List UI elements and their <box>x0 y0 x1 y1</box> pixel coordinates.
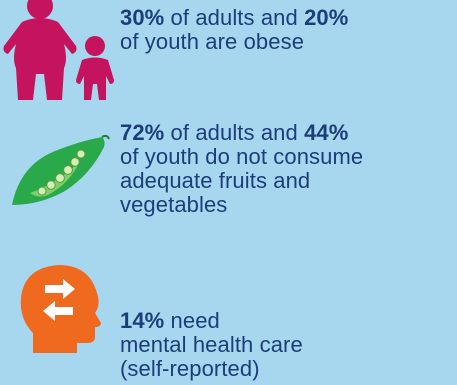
stat-text-fragment: adequate fruits and <box>120 168 311 193</box>
family-icon <box>0 0 115 100</box>
stat-text-fragment: of adults and <box>164 5 305 30</box>
stat-text-fragment: of youth do not consume <box>120 144 364 169</box>
adult-obesity-percent: 30% <box>120 5 165 30</box>
stat-text-fragment: of adults and <box>164 120 305 145</box>
mental-health-stat-text: 14% need mental health care (self-reported… <box>120 309 303 381</box>
youth-obesity-percent: 20% <box>304 5 349 30</box>
head-arrows-icon <box>15 263 105 353</box>
adult-produce-percent: 72% <box>120 120 165 145</box>
obesity-stat: 30% of adults and 20% of youth are obese <box>0 0 457 110</box>
mental-health-stat: 14% need mental health care (self-reported… <box>0 255 457 385</box>
pea-pod-icon <box>10 135 110 210</box>
obesity-stat-text: 30% of adults and 20% of youth are obese <box>120 6 348 54</box>
youth-produce-percent: 44% <box>304 120 349 145</box>
stat-text-fragment: mental health care <box>120 332 303 357</box>
stat-text-fragment: (self-reported) <box>120 356 260 381</box>
stat-text-fragment: need <box>164 308 220 333</box>
stat-text-fragment: vegetables <box>120 192 228 217</box>
produce-stat: 72% of adults and 44% of youth do not con… <box>0 115 457 245</box>
mental-health-percent: 14% <box>120 308 165 333</box>
stat-text-fragment: of youth are obese <box>120 29 305 54</box>
produce-stat-text: 72% of adults and 44% of youth do not con… <box>120 121 363 217</box>
